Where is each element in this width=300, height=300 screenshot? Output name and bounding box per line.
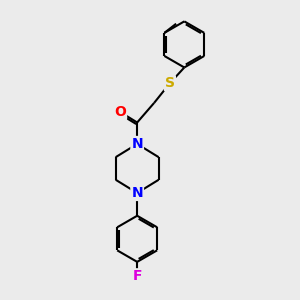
Text: N: N bbox=[131, 137, 143, 151]
Text: O: O bbox=[114, 105, 126, 119]
Text: S: S bbox=[165, 76, 175, 90]
Text: N: N bbox=[131, 186, 143, 200]
Text: F: F bbox=[132, 269, 142, 283]
